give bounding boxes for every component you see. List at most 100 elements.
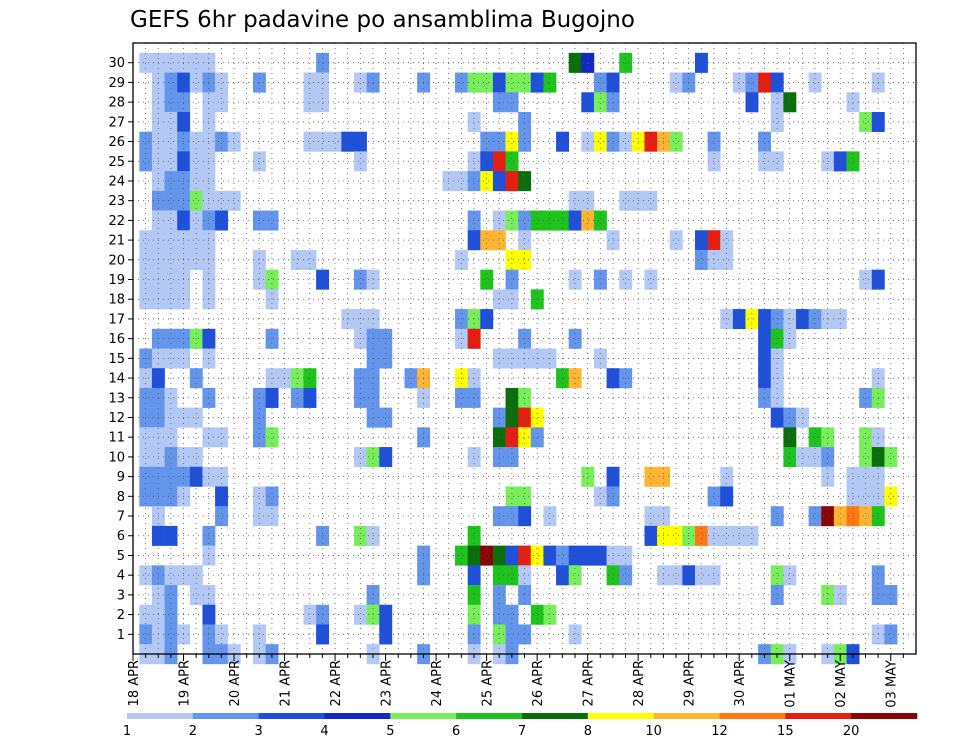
heatmap-cell [505,249,519,270]
heatmap-cell [505,486,519,507]
heatmap-cell [467,151,481,172]
heatmap-cell [467,210,481,231]
heatmap-cell [492,604,506,625]
heatmap-cell [732,525,746,546]
heatmap-cell [492,447,506,468]
y-tick-label: 4 [117,569,125,584]
heatmap-cell [189,190,203,211]
heatmap-cell [530,604,544,625]
y-tick-label: 27 [108,115,125,130]
heatmap-cell [215,92,229,113]
heatmap-cell [215,466,229,487]
heatmap-cell [783,407,797,428]
heatmap-cell [530,545,544,566]
heatmap-cell [593,545,607,566]
heatmap-cell [770,72,784,93]
heatmap-cell [252,486,266,507]
y-tick-label: 21 [108,234,125,249]
heatmap-cell [783,309,797,330]
heatmap-cell [316,269,330,290]
heatmap-cell [518,407,532,428]
heatmap-cell [139,407,153,428]
heatmap-cell [543,210,557,231]
heatmap-cell [568,210,582,231]
heatmap-cell [316,624,330,645]
heatmap-cell [164,289,178,310]
heatmap-cell [505,407,519,428]
heatmap-cell [467,525,481,546]
heatmap-cell [354,604,367,625]
heatmap-cell [139,387,153,408]
heatmap-cell [859,269,873,290]
heatmap-cell [556,210,569,231]
heatmap-cell [707,486,721,507]
heatmap-cell [492,407,506,428]
heatmap-cell [215,486,229,507]
heatmap-cell [316,92,330,113]
heatmap-cell [467,624,481,645]
y-tick-label: 17 [108,312,125,327]
y-tick-label: 3 [117,588,125,603]
heatmap-cell [252,387,266,408]
heatmap-cell [821,427,835,448]
colorbar: 1 2 3 4 5 6 7 8 10 12 15 20 [123,713,918,739]
heatmap-cell [316,72,330,93]
heatmap-cell [833,151,847,172]
heatmap-cell [821,506,835,527]
chart-title: GEFS 6hr padavine po ansamblima Bugojno [130,7,635,33]
y-tick-label: 1 [117,628,125,643]
heatmap-cell [518,624,532,645]
heatmap-cell [303,604,317,625]
heatmap-cell [518,210,532,231]
heatmap-cell [758,131,772,152]
x-tick-label: 01 MAY [784,660,799,708]
heatmap-cell [505,210,519,231]
heatmap-cell [303,387,317,408]
heatmap-cell [821,585,835,606]
heatmap-cell [505,506,519,527]
y-tick-label: 6 [117,529,125,544]
heatmap-cell [518,249,532,270]
heatmap-cell [758,387,772,408]
heatmap-cell [530,289,544,310]
heatmap-cell [303,72,317,93]
heatmap-cell [644,131,658,152]
heatmap-cell [467,230,481,251]
heatmap-cell [139,230,153,251]
heatmap-cell [783,447,797,468]
heatmap-cell [783,427,797,448]
heatmap-cell [859,486,873,507]
x-tick-label: 24 APR [430,660,445,706]
heatmap-cell [164,151,178,172]
colorbar-label: 7 [518,724,526,739]
colorbar-label: 3 [255,724,263,739]
heatmap-cell [492,72,506,93]
heatmap-cell [189,151,203,172]
heatmap-cell [341,309,355,330]
y-tick-label: 5 [117,549,125,564]
heatmap-cell [593,92,607,113]
heatmap-cell [354,269,367,290]
heatmap-cell [139,289,153,310]
heatmap-cell [758,72,772,93]
heatmap-cell [694,525,708,546]
heatmap-cell [492,210,506,231]
heatmap-cell [543,604,557,625]
heatmap-cell [669,72,683,93]
heatmap-cell [215,190,229,211]
heatmap-cell [164,190,178,211]
heatmap-cell [859,506,873,527]
heatmap-cell [669,525,683,546]
heatmap-cell [189,52,203,73]
heatmap-cell [189,72,203,93]
heatmap-cell [505,447,519,468]
heatmap-cell [467,309,481,330]
heatmap-cell [796,309,809,330]
y-tick-label: 22 [108,214,125,229]
colorbar-swatch [456,713,523,719]
heatmap-cell [543,545,557,566]
colorbar-label: 20 [843,724,860,739]
heatmap-cell [859,466,873,487]
heatmap-cell [770,92,784,113]
heatmap-cell [164,249,178,270]
